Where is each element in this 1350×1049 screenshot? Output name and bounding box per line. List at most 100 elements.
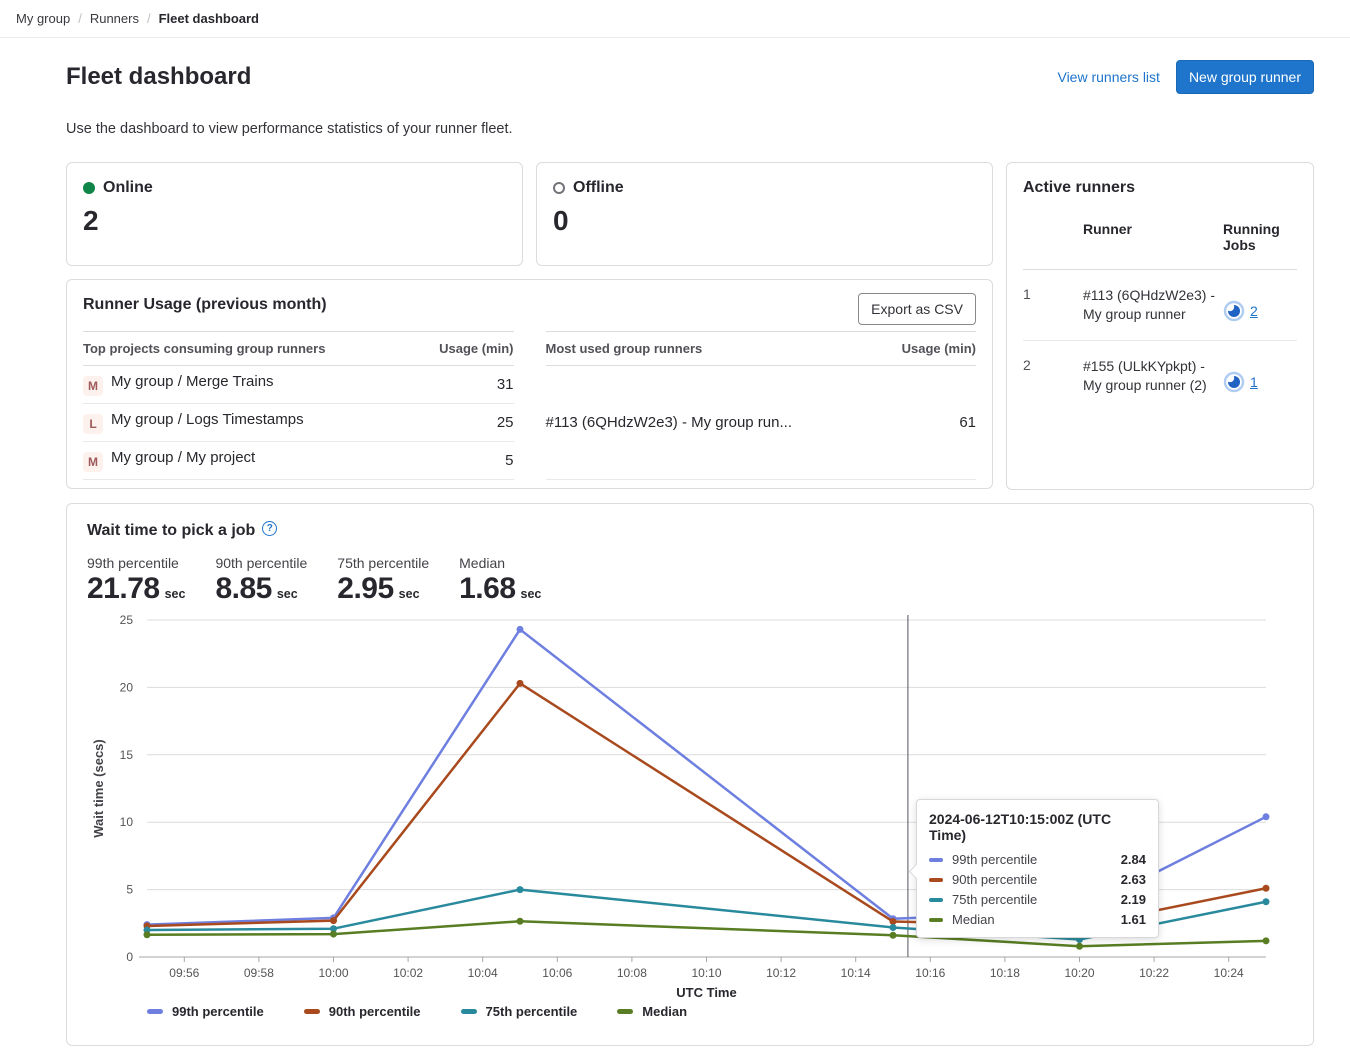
most-used-usage-header: Usage (min): [886, 332, 976, 366]
breadcrumb-fleet-dashboard: Fleet dashboard: [159, 11, 259, 26]
table-row: 1 #113 (6QHdzW2e3) - My group runner: [1023, 270, 1297, 341]
svg-text:10:08: 10:08: [617, 966, 647, 980]
most-used-runners-table: Most used group runners Usage (min) #113…: [546, 331, 977, 480]
tooltip-timestamp: 2024-06-12T10:15:00Z (UTC Time): [929, 811, 1146, 843]
tooltip-row: 99th percentile 2.84: [929, 852, 1146, 867]
legend-item-75th[interactable]: 75th percentile: [461, 1004, 578, 1019]
breadcrumb-runners[interactable]: Runners: [90, 11, 139, 26]
most-used-col-header: Most used group runners: [546, 332, 887, 366]
svg-text:10:10: 10:10: [691, 966, 721, 980]
running-jobs-count[interactable]: 2: [1250, 303, 1258, 319]
series-swatch-icon: [929, 918, 943, 922]
svg-text:20: 20: [120, 680, 134, 694]
breadcrumb-separator: /: [78, 11, 82, 26]
runner-column-header: Runner: [1083, 211, 1223, 270]
stat-90th-percentile: 90th percentile 8.85sec: [215, 555, 307, 606]
legend-swatch-icon: [304, 1009, 320, 1014]
running-status-icon: [1223, 300, 1245, 322]
running-jobs-count[interactable]: 1: [1250, 374, 1258, 390]
stat-value: 21.78: [87, 572, 160, 606]
svg-text:10: 10: [120, 815, 134, 829]
series-swatch-icon: [929, 898, 943, 902]
stat-median: Median 1.68sec: [459, 555, 541, 606]
table-row: #113 (6QHdzW2e3) - My group run... 61: [546, 366, 977, 480]
project-usage: 25: [424, 404, 514, 442]
legend-swatch-icon: [617, 1009, 633, 1014]
active-runners-panel: Active runners Runner Running Jobs 1 #11…: [1006, 162, 1314, 490]
stat-75th-percentile: 75th percentile 2.95sec: [337, 555, 429, 606]
stat-value: 8.85: [215, 572, 271, 606]
stat-unit: sec: [521, 587, 542, 601]
svg-text:10:24: 10:24: [1214, 966, 1244, 980]
stat-value: 1.68: [459, 572, 515, 606]
runner-name: #113 (6QHdzW2e3) - My group run...: [546, 366, 887, 480]
svg-text:15: 15: [120, 748, 134, 762]
svg-text:09:56: 09:56: [169, 966, 199, 980]
svg-text:10:18: 10:18: [990, 966, 1020, 980]
svg-text:10:00: 10:00: [318, 966, 348, 980]
svg-text:10:06: 10:06: [542, 966, 572, 980]
export-csv-button[interactable]: Export as CSV: [858, 293, 976, 325]
help-icon[interactable]: ?: [262, 521, 277, 536]
table-row: M My group / Merge Trains 31: [83, 366, 514, 404]
online-status-icon: [83, 182, 95, 194]
legend-swatch-icon: [461, 1009, 477, 1014]
wait-time-panel: Wait time to pick a job ? 99th percentil…: [66, 503, 1314, 1046]
index-column-header: [1023, 211, 1083, 270]
project-avatar: M: [83, 452, 103, 472]
running-status-icon: [1223, 371, 1245, 393]
project-avatar: M: [83, 376, 103, 396]
svg-text:10:22: 10:22: [1139, 966, 1169, 980]
series-swatch-icon: [929, 858, 943, 862]
runner-usage-value: 61: [886, 366, 976, 480]
chart-legend: 99th percentile 90th percentile 75th per…: [147, 1004, 1293, 1019]
svg-text:09:58: 09:58: [244, 966, 274, 980]
svg-text:10:04: 10:04: [468, 966, 498, 980]
runner-rank: 2: [1023, 340, 1083, 410]
stat-99th-percentile: 99th percentile 21.78sec: [87, 555, 185, 606]
page-description: Use the dashboard to view performance st…: [66, 121, 1314, 137]
offline-card: Offline 0: [536, 162, 993, 266]
offline-count: 0: [553, 205, 976, 237]
running-jobs-column-header: Running Jobs: [1223, 211, 1297, 270]
runner-usage-title: Runner Usage (previous month): [83, 296, 976, 314]
legend-item-median[interactable]: Median: [617, 1004, 687, 1019]
stat-unit: sec: [399, 587, 420, 601]
view-runners-list-link[interactable]: View runners list: [1057, 69, 1159, 85]
runner-usage-panel: Runner Usage (previous month) Export as …: [66, 279, 993, 489]
runner-link[interactable]: #155 (ULkKYpkpt) - My group runner (2): [1083, 358, 1207, 393]
runner-rank: 1: [1023, 270, 1083, 341]
tooltip-row: 75th percentile 2.19: [929, 892, 1146, 907]
svg-text:10:12: 10:12: [766, 966, 796, 980]
table-row: L My group / Logs Timestamps 25: [83, 404, 514, 442]
project-avatar: L: [83, 414, 103, 434]
project-name: My group / Logs Timestamps: [111, 411, 304, 428]
page-title: Fleet dashboard: [66, 63, 251, 91]
svg-text:Wait time (secs): Wait time (secs): [91, 739, 106, 838]
table-row: M My group / My project 5: [83, 442, 514, 480]
new-group-runner-button[interactable]: New group runner: [1176, 60, 1314, 94]
project-usage: 5: [424, 442, 514, 480]
svg-text:25: 25: [120, 613, 134, 627]
breadcrumb: My group / Runners / Fleet dashboard: [0, 0, 1350, 38]
project-name: My group / Merge Trains: [111, 373, 274, 390]
wait-time-title: Wait time to pick a job: [87, 522, 255, 540]
project-usage: 31: [424, 366, 514, 404]
legend-item-90th[interactable]: 90th percentile: [304, 1004, 421, 1019]
svg-text:0: 0: [126, 950, 133, 964]
runner-link[interactable]: #113 (6QHdzW2e3) - My group runner: [1083, 287, 1215, 322]
stat-value: 2.95: [337, 572, 393, 606]
svg-text:10:20: 10:20: [1064, 966, 1094, 980]
svg-text:UTC Time: UTC Time: [676, 985, 736, 1000]
table-row: 2 #155 (ULkKYpkpt) - My group runner (2): [1023, 340, 1297, 410]
top-projects-table: Top projects consuming group runners Usa…: [83, 331, 514, 480]
offline-label: Offline: [573, 179, 624, 197]
project-name: My group / My project: [111, 449, 255, 466]
legend-item-99th[interactable]: 99th percentile: [147, 1004, 264, 1019]
online-card: Online 2: [66, 162, 523, 266]
breadcrumb-my-group[interactable]: My group: [16, 11, 70, 26]
offline-status-icon: [553, 182, 565, 194]
top-projects-usage-header: Usage (min): [424, 332, 514, 366]
tooltip-row: 90th percentile 2.63: [929, 872, 1146, 887]
online-label: Online: [103, 179, 153, 197]
